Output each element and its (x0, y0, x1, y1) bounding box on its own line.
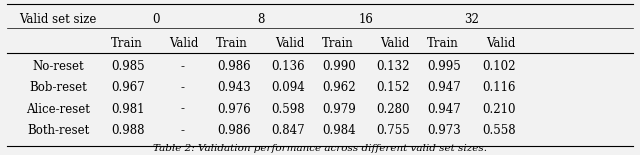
Text: Train: Train (216, 37, 248, 50)
Text: 0.984: 0.984 (323, 124, 356, 137)
Text: 0.755: 0.755 (376, 124, 410, 137)
Text: 0.976: 0.976 (217, 103, 251, 116)
Text: 0.116: 0.116 (482, 81, 516, 94)
Text: 8: 8 (257, 13, 264, 26)
Text: Both-reset: Both-reset (27, 124, 90, 137)
Text: Train: Train (322, 37, 353, 50)
Text: 0.280: 0.280 (377, 103, 410, 116)
Text: Train: Train (111, 37, 143, 50)
Text: Valid: Valid (275, 37, 305, 50)
Text: 0.967: 0.967 (111, 81, 145, 94)
Text: 0.973: 0.973 (428, 124, 461, 137)
Text: 0.847: 0.847 (271, 124, 305, 137)
Text: 0.132: 0.132 (377, 60, 410, 73)
Text: 0.986: 0.986 (217, 124, 251, 137)
Text: 0.985: 0.985 (111, 60, 145, 73)
Text: Bob-reset: Bob-reset (29, 81, 87, 94)
Text: No-reset: No-reset (33, 60, 84, 73)
Text: 0.598: 0.598 (271, 103, 305, 116)
Text: 0.152: 0.152 (377, 81, 410, 94)
Text: 0.986: 0.986 (217, 60, 251, 73)
Text: 0: 0 (152, 13, 159, 26)
Text: -: - (180, 124, 185, 137)
Text: 0.102: 0.102 (482, 60, 516, 73)
Text: 32: 32 (464, 13, 479, 26)
Text: 0.981: 0.981 (111, 103, 145, 116)
Text: 0.094: 0.094 (271, 81, 305, 94)
Text: Valid: Valid (486, 37, 515, 50)
Text: -: - (180, 81, 185, 94)
Text: -: - (180, 103, 185, 116)
Text: Table 2: Validation performance across different valid set sizes.: Table 2: Validation performance across d… (153, 144, 487, 153)
Text: 0.962: 0.962 (323, 81, 356, 94)
Text: 0.947: 0.947 (428, 81, 461, 94)
Text: Train: Train (427, 37, 459, 50)
Text: 0.979: 0.979 (323, 103, 356, 116)
Text: 16: 16 (359, 13, 374, 26)
Text: 0.136: 0.136 (271, 60, 305, 73)
Text: 0.990: 0.990 (323, 60, 356, 73)
Text: Valid: Valid (380, 37, 410, 50)
Text: 0.988: 0.988 (111, 124, 145, 137)
Text: -: - (180, 60, 185, 73)
Text: 0.947: 0.947 (428, 103, 461, 116)
Text: Valid: Valid (170, 37, 199, 50)
Text: 0.210: 0.210 (482, 103, 516, 116)
Text: 0.558: 0.558 (482, 124, 516, 137)
Text: 0.995: 0.995 (428, 60, 461, 73)
Text: Alice-reset: Alice-reset (26, 103, 90, 116)
Text: 0.943: 0.943 (217, 81, 251, 94)
Text: Valid set size: Valid set size (19, 13, 97, 26)
